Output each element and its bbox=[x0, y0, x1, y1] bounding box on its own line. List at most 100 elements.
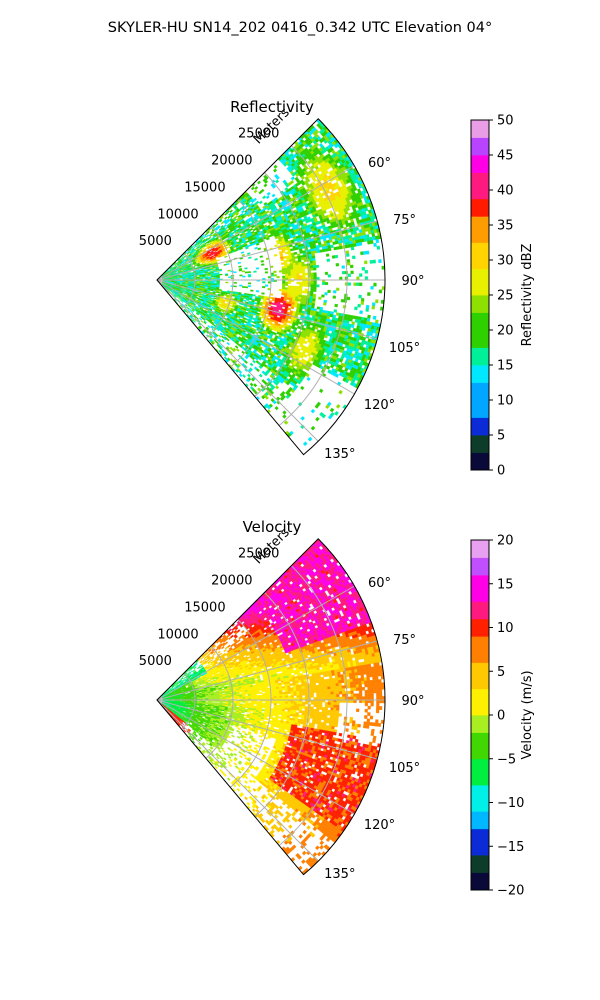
colorbar-tick-label: 5 bbox=[497, 429, 505, 444]
range-ring bbox=[254, 592, 310, 817]
azimuth-spoke bbox=[156, 279, 355, 395]
colorbar-band bbox=[471, 452, 489, 462]
colorbar-band bbox=[471, 373, 489, 383]
colorbar-band bbox=[471, 592, 489, 602]
colorbar-tick-label: 10 bbox=[497, 394, 514, 409]
colorbar-band bbox=[471, 146, 489, 156]
colorbar-band bbox=[471, 548, 489, 558]
colorbar-band bbox=[471, 688, 489, 698]
vel-colorbar: −20 −15 −10 −5 0 5 10 15 20 Velocity (m/s) bbox=[470, 534, 535, 899]
reflectivity-panel: Reflectivity60°75°90°105°120°135°5000100… bbox=[139, 98, 535, 479]
colorbar-band bbox=[471, 776, 489, 786]
colorbar-band bbox=[471, 286, 489, 296]
azimuth-spoke bbox=[156, 279, 319, 442]
colorbar-tick-label: 15 bbox=[497, 577, 514, 592]
colorbar-tick-label: 45 bbox=[497, 149, 514, 164]
vel-sector-frame bbox=[156, 538, 386, 876]
colorbar-band bbox=[471, 295, 489, 305]
colorbar-band bbox=[471, 120, 489, 130]
colorbar-band bbox=[471, 268, 489, 278]
vel-title: Velocity bbox=[243, 518, 302, 536]
colorbar-band bbox=[471, 793, 489, 803]
range-ring bbox=[181, 252, 196, 310]
colorbar-tick-label: 25 bbox=[497, 289, 514, 304]
range-ring bbox=[278, 565, 348, 846]
colorbar-band bbox=[471, 330, 489, 340]
vel-field bbox=[160, 538, 385, 875]
azimuth-tick-label: 75° bbox=[393, 633, 416, 648]
range-ring bbox=[229, 199, 272, 368]
colorbar-band bbox=[471, 732, 489, 742]
colorbar-band bbox=[471, 636, 489, 646]
velocity-panel: Velocity 60° 75° 90° 105° 120° 135° 5000 10000 15… bbox=[139, 518, 535, 899]
colorbar-band bbox=[471, 172, 489, 182]
azimuth-spoke bbox=[156, 640, 378, 701]
range-ring bbox=[229, 619, 272, 788]
colorbar-band bbox=[471, 680, 489, 690]
range-tick-label: 15000 bbox=[184, 600, 225, 615]
colorbar-band bbox=[471, 181, 489, 191]
colorbar-band bbox=[471, 855, 489, 865]
colorbar-band bbox=[471, 443, 489, 453]
colorbar-band bbox=[471, 260, 489, 270]
azimuth-tick-label: 60° bbox=[368, 576, 391, 591]
colorbar-band bbox=[471, 872, 489, 882]
colorbar-band bbox=[471, 312, 489, 322]
colorbar-band bbox=[471, 610, 489, 620]
colorbar-band bbox=[471, 408, 489, 418]
colorbar-band bbox=[471, 837, 489, 847]
colorbar-band bbox=[471, 461, 489, 471]
azimuth-tick-label: 60° bbox=[368, 156, 391, 171]
colorbar-band bbox=[471, 435, 489, 445]
azimuth-tick-label: 120° bbox=[364, 398, 395, 413]
colorbar-band bbox=[471, 811, 489, 821]
colorbar-tick-label: −10 bbox=[497, 796, 524, 811]
colorbar-tick-label: 0 bbox=[497, 464, 505, 479]
refl-colorbar-label: Reflectivity dBZ bbox=[520, 244, 535, 347]
refl-colorbar: 0 5 10 15 20 25 30 35 40 45 50 Reflectivity dBZ bbox=[470, 114, 535, 479]
colorbar-band bbox=[471, 828, 489, 838]
colorbar-tick-label: 15 bbox=[497, 359, 514, 374]
colorbar-tick-label: −5 bbox=[497, 752, 516, 767]
range-tick-label: 20000 bbox=[211, 574, 252, 589]
colorbar-band bbox=[471, 802, 489, 812]
range-ring bbox=[181, 672, 196, 730]
colorbar-tick-label: −20 bbox=[497, 884, 524, 899]
colorbar-band bbox=[471, 225, 489, 235]
refl-grid bbox=[156, 145, 385, 442]
azimuth-tick-label: 135° bbox=[324, 447, 355, 462]
azimuth-spoke bbox=[156, 279, 378, 340]
azimuth-spoke bbox=[156, 220, 378, 281]
range-ring bbox=[205, 645, 234, 759]
range-tick-label: 10000 bbox=[157, 627, 198, 642]
figure-suptitle: SKYLER-HU SN14_202 0416_0.342 UTC Elevat… bbox=[108, 20, 492, 36]
azimuth-spoke bbox=[156, 699, 378, 760]
colorbar-band bbox=[471, 382, 489, 392]
range-tick-label: 25000 bbox=[238, 127, 279, 142]
range-ring bbox=[205, 225, 234, 339]
colorbar-band bbox=[471, 820, 489, 830]
colorbar-band bbox=[471, 426, 489, 436]
colorbar-band bbox=[471, 216, 489, 226]
range-ring bbox=[278, 145, 348, 426]
colorbar-band bbox=[471, 137, 489, 147]
colorbar-band bbox=[471, 356, 489, 366]
colorbar-band bbox=[471, 723, 489, 733]
refl-sector-frame bbox=[156, 118, 386, 456]
colorbar-band bbox=[471, 566, 489, 576]
vel-grid bbox=[156, 565, 385, 862]
range-tick-label: 20000 bbox=[211, 154, 252, 169]
colorbar-band bbox=[471, 557, 489, 567]
colorbar-band bbox=[471, 846, 489, 856]
colorbar-band bbox=[471, 741, 489, 751]
colorbar-band bbox=[471, 155, 489, 165]
colorbar-band bbox=[471, 207, 489, 217]
colorbar-band bbox=[471, 627, 489, 637]
range-tick-label: 10000 bbox=[157, 207, 198, 222]
colorbar-band bbox=[471, 653, 489, 663]
range-tick-label: 5000 bbox=[139, 234, 172, 249]
colorbar-band bbox=[471, 750, 489, 760]
colorbar-tick-label: 50 bbox=[497, 114, 514, 129]
colorbar-band bbox=[471, 190, 489, 200]
